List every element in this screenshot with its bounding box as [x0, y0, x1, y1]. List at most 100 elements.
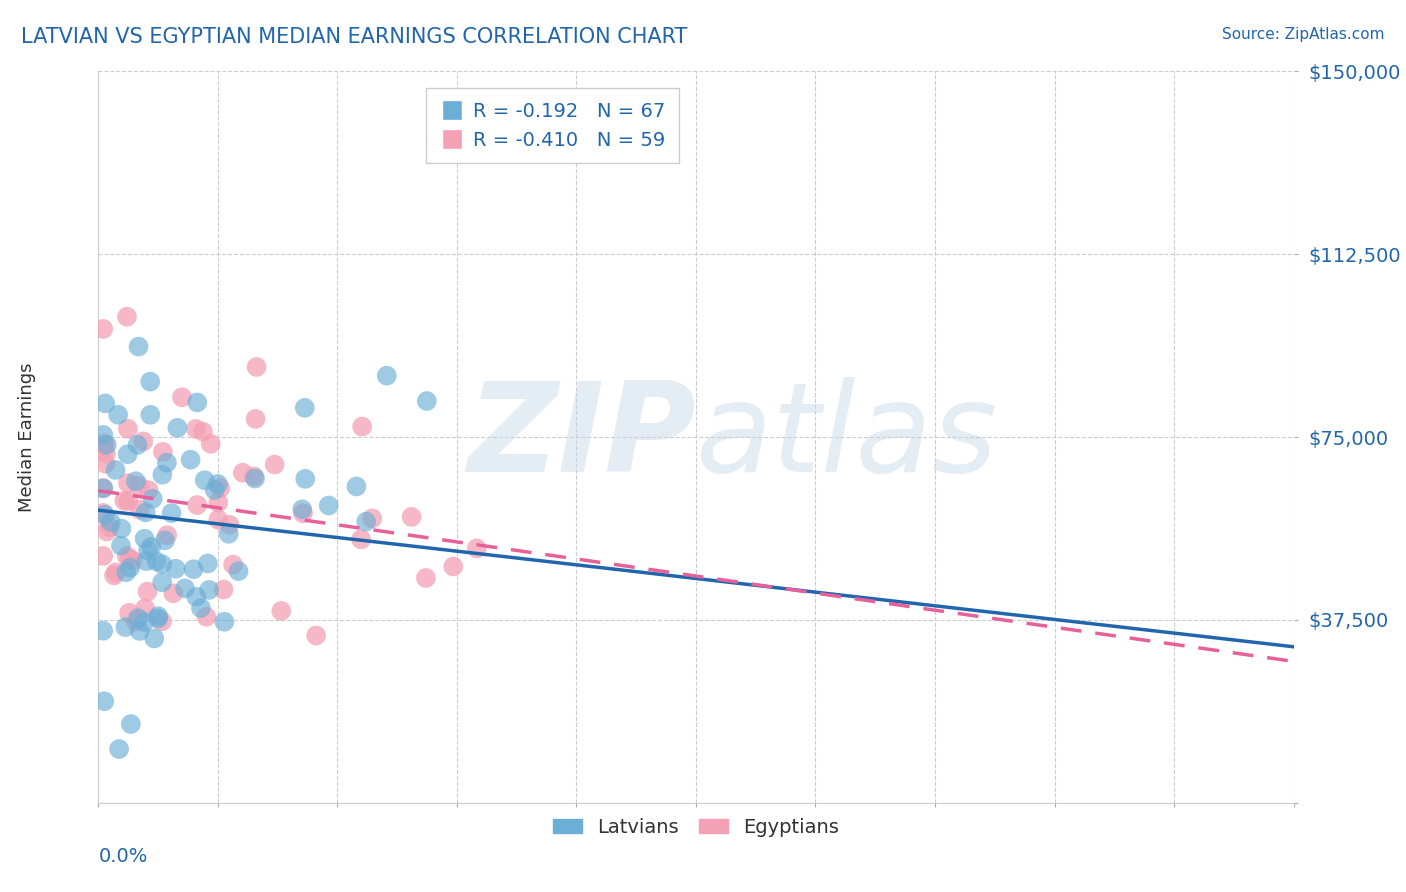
Point: [110, 539, 132, 553]
Point: [125, 475, 148, 489]
Point: [318, 499, 340, 513]
Point: [103, 568, 125, 582]
Point: [350, 533, 373, 547]
Point: [160, 506, 183, 520]
Point: [294, 401, 316, 415]
Legend: Latvians, Egyptians: Latvians, Egyptians: [546, 810, 846, 845]
Point: [91, 506, 114, 520]
Point: [166, 421, 188, 435]
Point: [91, 439, 114, 453]
Point: [291, 502, 314, 516]
Point: [183, 562, 205, 576]
Point: [96, 524, 118, 539]
Point: [190, 601, 212, 615]
Point: [305, 628, 328, 642]
Point: [150, 467, 173, 482]
Point: [150, 557, 173, 571]
Point: [165, 562, 187, 576]
Point: [361, 511, 384, 525]
Point: [222, 558, 245, 572]
Point: [294, 472, 316, 486]
Point: [134, 532, 156, 546]
Point: [270, 604, 292, 618]
Point: [104, 463, 127, 477]
Point: [94, 457, 117, 471]
Point: [180, 452, 202, 467]
Point: [120, 560, 142, 574]
Point: [152, 445, 174, 459]
Point: [150, 615, 173, 629]
Point: [344, 479, 367, 493]
Text: LATVIAN VS EGYPTIAN MEDIAN EARNINGS CORRELATION CHART: LATVIAN VS EGYPTIAN MEDIAN EARNINGS CORR…: [21, 27, 688, 46]
Point: [110, 522, 132, 536]
Point: [94, 396, 117, 410]
Text: 0.0%: 0.0%: [98, 847, 148, 866]
Point: [292, 506, 315, 520]
Point: [136, 543, 159, 558]
Point: [114, 620, 136, 634]
Point: [127, 611, 149, 625]
Point: [135, 554, 157, 568]
Point: [232, 466, 254, 480]
Point: [441, 559, 464, 574]
Point: [156, 456, 179, 470]
Point: [209, 481, 232, 495]
Point: [214, 615, 236, 629]
Point: [108, 742, 131, 756]
Point: [117, 494, 139, 508]
Point: [184, 422, 207, 436]
Point: [218, 526, 240, 541]
Text: atlas: atlas: [696, 376, 998, 498]
Point: [148, 609, 170, 624]
Point: [218, 517, 240, 532]
Point: [115, 566, 138, 580]
Point: [139, 375, 162, 389]
Point: [204, 483, 226, 497]
Point: [243, 469, 266, 483]
Point: [91, 549, 114, 563]
Point: [145, 554, 167, 568]
Point: [142, 491, 165, 506]
Point: [228, 564, 250, 578]
Point: [146, 611, 169, 625]
Point: [245, 412, 267, 426]
Point: [91, 482, 114, 496]
Point: [198, 582, 221, 597]
Point: [186, 498, 208, 512]
Point: [194, 473, 217, 487]
Point: [153, 533, 176, 548]
Point: [465, 541, 488, 556]
Point: [100, 515, 122, 529]
Point: [195, 609, 218, 624]
Point: [243, 471, 266, 485]
Point: [197, 557, 219, 571]
Point: [120, 717, 142, 731]
Point: [170, 390, 193, 404]
Point: [134, 601, 156, 615]
Point: [352, 419, 374, 434]
Point: [94, 447, 117, 461]
Point: [212, 582, 235, 597]
Point: [138, 483, 160, 498]
Point: [207, 477, 229, 491]
Point: [117, 476, 139, 491]
Point: [115, 549, 138, 564]
Point: [104, 566, 127, 580]
Point: [245, 359, 267, 374]
Point: [143, 632, 166, 646]
Point: [415, 571, 437, 585]
Point: [91, 624, 114, 638]
Point: [118, 606, 141, 620]
Point: [186, 590, 208, 604]
Point: [136, 584, 159, 599]
Point: [121, 553, 143, 567]
Point: [125, 615, 148, 629]
Point: [128, 502, 150, 516]
Point: [375, 368, 398, 383]
Point: [117, 447, 139, 461]
Point: [93, 694, 115, 708]
Point: [128, 340, 150, 354]
Point: [263, 458, 285, 472]
Point: [416, 394, 439, 409]
Point: [91, 322, 114, 336]
